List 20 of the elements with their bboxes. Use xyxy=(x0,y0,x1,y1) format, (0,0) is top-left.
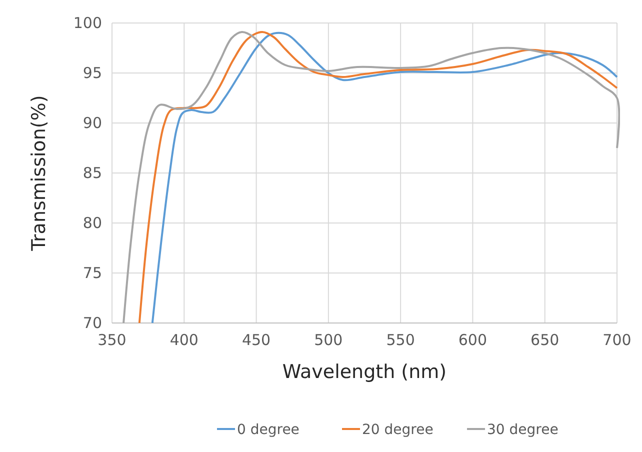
x-tick-label: 350 xyxy=(98,331,126,349)
x-tick-label: 400 xyxy=(170,331,198,349)
y-tick-label: 90 xyxy=(82,114,102,132)
y-tick-label: 85 xyxy=(82,164,102,182)
x-tick-label: 450 xyxy=(242,331,271,349)
y-tick-label: 95 xyxy=(82,64,102,82)
x-tick-label: 700 xyxy=(602,331,632,349)
legend-label: 0 degree xyxy=(237,422,300,438)
x-axis-title: Wavelength (nm) xyxy=(282,361,447,383)
legend-label: 20 degree xyxy=(362,422,434,438)
y-tick-label: 80 xyxy=(82,214,102,232)
y-tick-label: 75 xyxy=(82,264,102,282)
x-tick-label: 650 xyxy=(530,331,560,349)
x-tick-label: 500 xyxy=(314,331,343,349)
legend-label: 30 degree xyxy=(487,422,558,438)
y-axis-title: Transmission(%) xyxy=(28,95,50,252)
x-tick-label: 600 xyxy=(458,331,488,349)
y-tick-label: 70 xyxy=(82,314,102,332)
y-tick-label: 100 xyxy=(73,14,102,32)
x-tick-label: 550 xyxy=(386,331,415,349)
